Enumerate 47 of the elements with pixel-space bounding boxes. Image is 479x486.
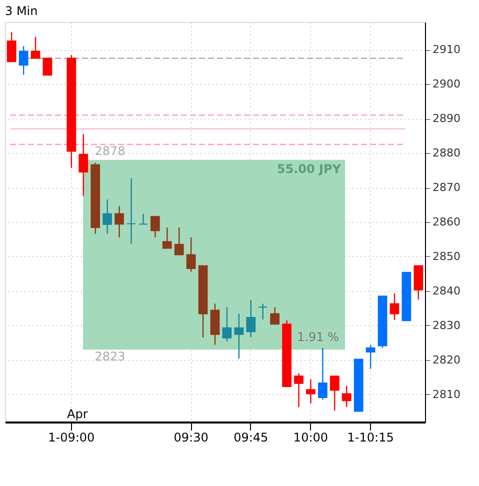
- x-tick-label: 1-09:00: [48, 430, 95, 444]
- candlestick: [318, 347, 328, 400]
- candlestick: [30, 36, 40, 59]
- y-tick-label: 2910: [432, 43, 460, 56]
- candlestick: [6, 32, 16, 62]
- y-tick-label: 2890: [432, 112, 460, 126]
- y-tick-label: 2870: [432, 181, 460, 194]
- candlestick: [78, 133, 88, 196]
- candlestick: [186, 236, 196, 272]
- annotation: Apr: [67, 407, 88, 421]
- candlestick: [174, 226, 184, 256]
- y-tick-label: 2810: [432, 388, 460, 401]
- candlestick: [330, 376, 340, 412]
- x-tick-label: 09:30: [174, 430, 208, 444]
- candlestick: [42, 58, 52, 76]
- candlestick: [390, 292, 400, 321]
- x-tick-label: 1-10:15: [347, 430, 394, 444]
- candlestick: [114, 206, 124, 238]
- candlestick: [342, 385, 352, 408]
- candlestick: [366, 344, 376, 370]
- y-tick-label: 2840: [432, 284, 460, 298]
- annotation: 2823: [94, 350, 126, 364]
- candlestick: [138, 213, 148, 225]
- y-tick-label: 2880: [432, 146, 460, 160]
- annotation: 1.91 %: [297, 330, 339, 344]
- y-tick-label: 2850: [432, 250, 460, 263]
- candlestick: [294, 372, 304, 408]
- candlestick: [258, 303, 268, 320]
- x-tick-label: 10:00: [293, 430, 328, 444]
- x-tick-label: 09:45: [234, 430, 268, 444]
- candlestick: [150, 216, 160, 238]
- y-tick-label: 2820: [432, 353, 460, 366]
- candlestick: [18, 46, 28, 76]
- candlestick: [246, 299, 256, 338]
- y-tick-label: 2900: [432, 78, 460, 91]
- y-tick-label: 2830: [432, 318, 460, 332]
- chart-title: 3 Min: [5, 4, 38, 18]
- y-tick-label: 2860: [432, 216, 460, 228]
- candlestick: [222, 306, 232, 342]
- annotation: 2878: [94, 144, 126, 158]
- candlestick: [234, 313, 244, 360]
- candlestick: [102, 198, 112, 234]
- candlestick: [126, 178, 136, 244]
- candlestick: [306, 378, 316, 404]
- band-label: 55.00 JPY: [276, 162, 342, 176]
- candlestick: [270, 306, 280, 325]
- candlestick: [162, 226, 172, 249]
